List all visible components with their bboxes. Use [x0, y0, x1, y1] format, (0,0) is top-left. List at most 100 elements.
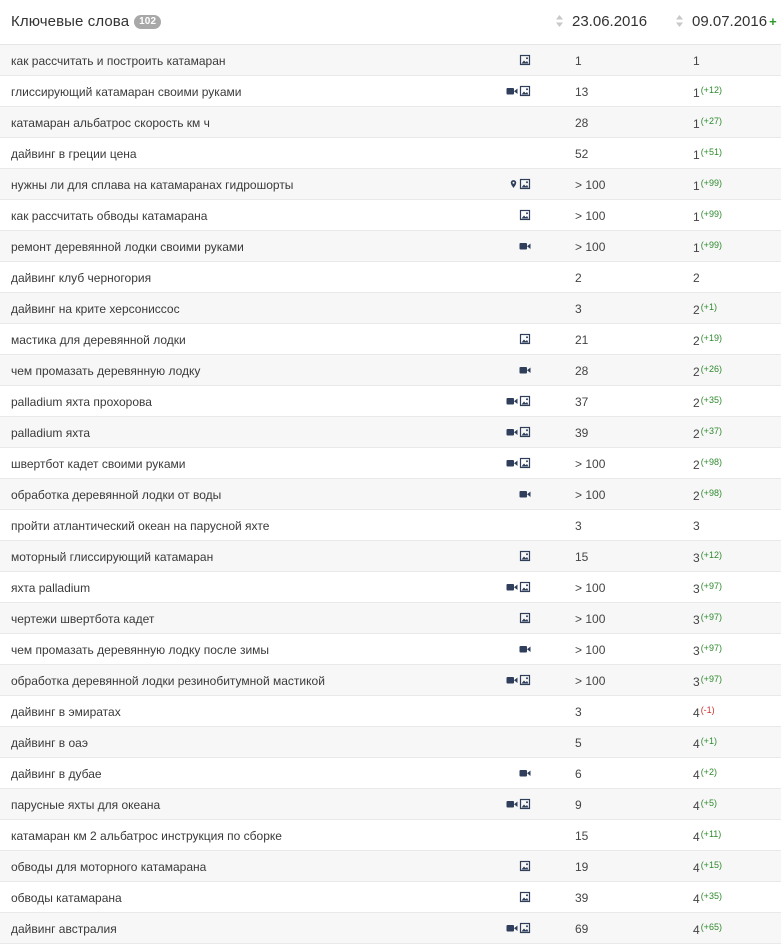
table-row[interactable]: дайвинг в дубае 6 4(+2): [0, 758, 781, 789]
position-date2-cell: 2(+37): [693, 426, 722, 441]
keyword-text: обработка деревянной лодки резинобитумно…: [11, 674, 325, 688]
image-icon[interactable]: [519, 891, 531, 903]
video-icon[interactable]: [519, 643, 531, 655]
table-row[interactable]: швертбот кадет своими руками > 100 2(+98): [0, 448, 781, 479]
table-row[interactable]: яхта palladium > 100 3(+97): [0, 572, 781, 603]
position-change: (+51): [700, 147, 722, 157]
video-icon[interactable]: [519, 767, 531, 779]
video-icon[interactable]: [506, 674, 518, 686]
position-change: (+99): [700, 209, 722, 219]
table-row[interactable]: глиссирующий катамаран своими руками 13 1(…: [0, 76, 781, 107]
table-row[interactable]: чем промазать деревянную лодку после зим…: [0, 634, 781, 665]
serp-feature-icons: [519, 891, 531, 903]
table-row[interactable]: чертежи швертбота кадет > 100 3(+97): [0, 603, 781, 634]
video-icon[interactable]: [519, 240, 531, 252]
image-icon[interactable]: [519, 333, 531, 345]
image-icon[interactable]: [519, 209, 531, 221]
video-icon[interactable]: [506, 581, 518, 593]
image-icon[interactable]: [519, 581, 531, 593]
keyword-text: дайвинг в эмиратах: [11, 705, 121, 719]
keywords-title: Ключевые слова: [11, 13, 130, 30]
table-row[interactable]: ремонт деревянной лодки своими руками > 1…: [0, 231, 781, 262]
image-icon[interactable]: [519, 54, 531, 66]
add-date-button[interactable]: +: [769, 14, 777, 29]
image-icon[interactable]: [519, 457, 531, 469]
table-row[interactable]: обработка деревянной лодки резинобитумно…: [0, 665, 781, 696]
image-icon[interactable]: [519, 85, 531, 97]
table-row[interactable]: palladium яхта прохорова 37 2(+35): [0, 386, 781, 417]
position-date2: 3: [693, 644, 700, 658]
position-date2-cell: 1(+12): [693, 85, 722, 100]
table-row[interactable]: как рассчитать и построить катамаран 1 1: [0, 45, 781, 76]
table-row[interactable]: моторный глиссирующий катамаран 15 3(+12): [0, 541, 781, 572]
table-row[interactable]: дайвинг в греции цена 52 1(+51): [0, 138, 781, 169]
serp-feature-icons: [519, 240, 531, 252]
position-change: (+35): [700, 891, 722, 901]
video-icon[interactable]: [506, 457, 518, 469]
image-icon[interactable]: [519, 178, 531, 190]
table-row[interactable]: обработка деревянной лодки от воды > 100 2…: [0, 479, 781, 510]
table-row[interactable]: обводы для моторного катамарана 19 4(+15): [0, 851, 781, 882]
position-date1: 21: [575, 333, 589, 347]
video-icon[interactable]: [519, 364, 531, 376]
position-date2: 2: [693, 334, 700, 348]
image-icon[interactable]: [519, 395, 531, 407]
serp-feature-icons: [519, 643, 531, 655]
table-row[interactable]: пройти атлантический океан на парусной я…: [0, 510, 781, 541]
position-date2-cell: 4(+65): [693, 922, 722, 937]
position-date2-cell: 4(+1): [693, 736, 717, 751]
date2-column-header[interactable]: 09.07.2016 +: [676, 13, 777, 30]
video-icon[interactable]: [506, 426, 518, 438]
image-icon[interactable]: [519, 674, 531, 686]
keyword-text: чем промазать деревянную лодку после зим…: [11, 643, 270, 657]
position-date2-cell: 4(+15): [693, 860, 722, 875]
table-row[interactable]: дайвинг в оаэ 5 4(+1): [0, 727, 781, 758]
position-change: (+65): [700, 922, 722, 932]
keywords-column-header[interactable]: Ключевые слова 102: [11, 13, 162, 30]
table-row[interactable]: мастика для деревянной лодки 21 2(+19): [0, 324, 781, 355]
map-pin-icon[interactable]: [509, 178, 518, 190]
table-row[interactable]: palladium яхта 39 2(+37): [0, 417, 781, 448]
video-icon[interactable]: [506, 85, 518, 97]
table-row[interactable]: нужны ли для сплава на катамаранах гидро…: [0, 169, 781, 200]
sort-icon[interactable]: [676, 15, 683, 27]
video-icon[interactable]: [506, 395, 518, 407]
table-row[interactable]: чем промазать деревянную лодку 28 2(+26): [0, 355, 781, 386]
table-row[interactable]: дайвинг австралия 69 4(+65): [0, 913, 781, 944]
position-change: (-1): [700, 705, 715, 715]
image-icon[interactable]: [519, 550, 531, 562]
table-row[interactable]: парусные яхты для океана 9 4(+5): [0, 789, 781, 820]
position-date2: 4: [693, 706, 700, 720]
image-icon[interactable]: [519, 798, 531, 810]
table-row[interactable]: обводы катамарана 39 4(+35): [0, 882, 781, 913]
position-date1: > 100: [575, 178, 606, 192]
position-date2: 2: [693, 458, 700, 472]
video-icon[interactable]: [506, 798, 518, 810]
table-row[interactable]: дайвинг на крите херсониссос 3 2(+1): [0, 293, 781, 324]
position-date2: 2: [693, 365, 700, 379]
image-icon[interactable]: [519, 860, 531, 872]
position-date2: 4: [693, 737, 700, 751]
table-row[interactable]: дайвинг в эмиратах 3 4(-1): [0, 696, 781, 727]
video-icon[interactable]: [519, 488, 531, 500]
table-row[interactable]: дайвинг клуб черногория 2 2: [0, 262, 781, 293]
keyword-text: парусные яхты для океана: [11, 798, 161, 812]
image-icon[interactable]: [519, 426, 531, 438]
table-row[interactable]: катамаран км 2 альбатрос инструкция по с…: [0, 820, 781, 851]
serp-feature-icons: [519, 860, 531, 872]
position-date2-cell: 4(-1): [693, 705, 715, 720]
sort-icon[interactable]: [556, 15, 563, 27]
image-icon[interactable]: [519, 612, 531, 624]
table-row[interactable]: как рассчитать обводы катамарана > 100 1(+…: [0, 200, 781, 231]
date1-column-header[interactable]: 23.06.2016: [556, 13, 647, 30]
position-date1: > 100: [575, 457, 606, 471]
position-date2-cell: 4(+5): [693, 798, 717, 813]
date2-label: 09.07.2016: [692, 13, 768, 30]
video-icon[interactable]: [506, 922, 518, 934]
keyword-text: palladium яхта: [11, 426, 91, 440]
position-date1: 3: [575, 302, 582, 316]
table-row[interactable]: катамаран альбатрос скорость км ч 28 1(+27…: [0, 107, 781, 138]
image-icon[interactable]: [519, 922, 531, 934]
keyword-text: дайвинг в оаэ: [11, 736, 88, 750]
